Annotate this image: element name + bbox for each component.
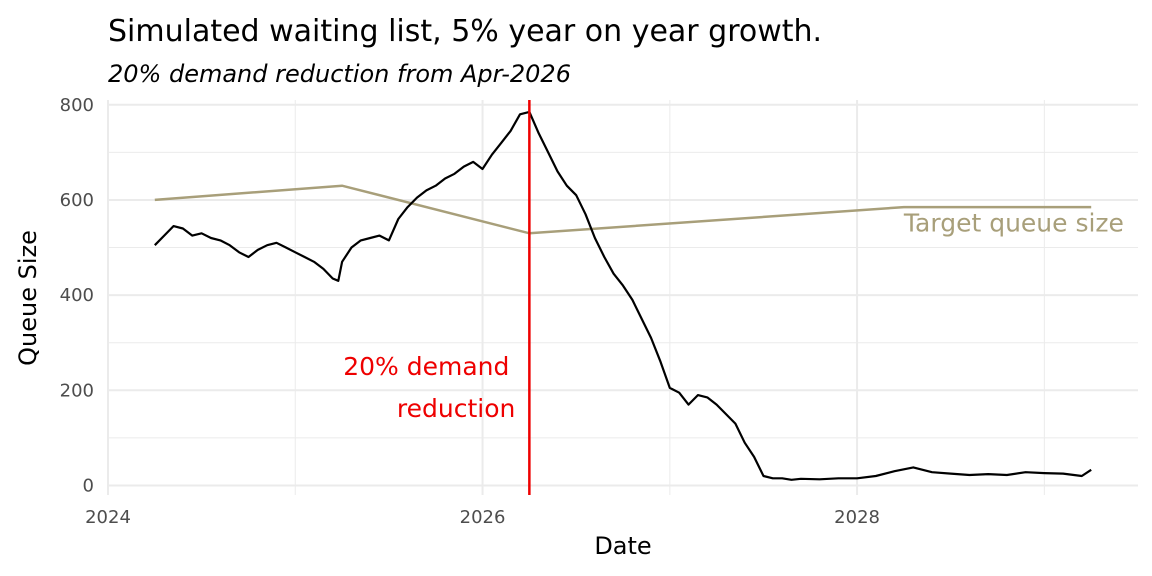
y-axis-title: Queue Size xyxy=(14,230,42,366)
major-gridlines xyxy=(107,100,1138,495)
chart-title: Simulated waiting list, 5% year on year … xyxy=(108,14,822,49)
x-tick-label: 2026 xyxy=(460,507,506,528)
y-tick-label: 800 xyxy=(60,95,94,116)
x-axis: 2024 2026 2028 xyxy=(85,507,880,528)
plot-panel: Target queue size xyxy=(154,100,1124,495)
x-tick-label: 2028 xyxy=(834,507,880,528)
target-queue-label: Target queue size xyxy=(903,208,1124,237)
y-axis: 0 200 400 600 800 xyxy=(60,95,94,497)
y-tick-label: 600 xyxy=(60,190,94,211)
minor-gridlines xyxy=(108,100,1138,495)
y-tick-label: 200 xyxy=(60,380,94,401)
queue-size-line xyxy=(154,110,1092,481)
demand-reduction-label-line1: 20% demand xyxy=(343,352,509,381)
x-tick-label: 2024 xyxy=(85,507,131,528)
y-tick-label: 400 xyxy=(60,285,94,306)
y-tick-label: 0 xyxy=(83,475,94,496)
chart-subtitle: 20% demand reduction from Apr-2026 xyxy=(108,60,571,88)
demand-reduction-label-line2: reduction xyxy=(397,394,515,423)
x-axis-title: Date xyxy=(594,532,651,560)
